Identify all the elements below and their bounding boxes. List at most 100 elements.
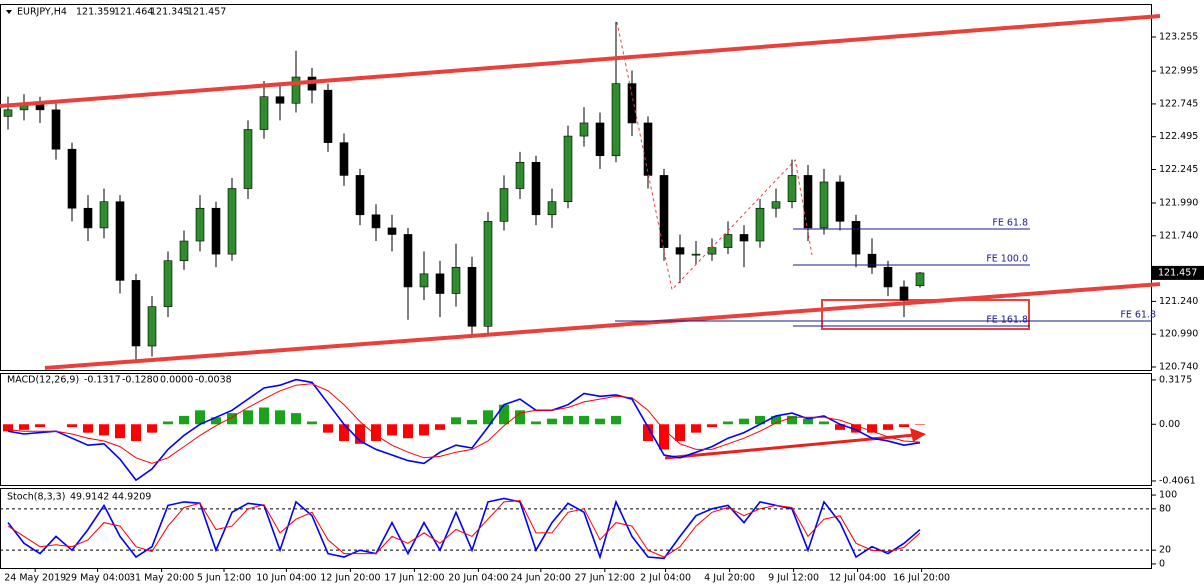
candle-body — [723, 234, 733, 248]
y-tick-label: 120.990 — [1159, 329, 1198, 340]
x-tick-label: 24 Jun 20:00 — [511, 573, 571, 584]
macd-bar — [899, 424, 909, 428]
candle-body — [291, 76, 301, 104]
candle-body — [371, 214, 381, 229]
zigzag — [616, 21, 813, 291]
candle-body — [67, 148, 77, 209]
candle-body — [739, 234, 749, 242]
candle-body — [643, 122, 653, 176]
candle-body — [467, 266, 477, 327]
fibo-label: FE 61.8 — [1120, 310, 1156, 321]
macd-bar — [467, 420, 477, 425]
macd-bar — [259, 407, 269, 425]
indicator-line — [7, 378, 921, 482]
y-tick-label: 80 — [1159, 503, 1171, 514]
macd-bar — [483, 410, 493, 425]
candle-body — [211, 207, 221, 255]
macd-bar — [195, 410, 205, 425]
candle-body — [867, 253, 877, 268]
price-panel — [0, 4, 1152, 371]
macd-panel — [0, 373, 1152, 486]
candle-body — [563, 135, 573, 202]
candle-body — [339, 142, 349, 176]
x-tick-label: 12 Jul 04:00 — [829, 573, 886, 584]
x-tick-label: 27 Jun 12:00 — [575, 573, 635, 584]
macd-bar — [803, 418, 813, 425]
indicator-line — [7, 500, 921, 558]
candle-body — [259, 96, 269, 130]
macd-bar — [755, 415, 765, 425]
channel-line — [0, 14, 1161, 109]
y-tick-label: 121.240 — [1159, 296, 1198, 307]
ohlc-high: 121.464 — [114, 7, 153, 18]
macd-bar — [3, 424, 13, 432]
y-tick-label: 0 — [1159, 558, 1165, 569]
macd-bar — [499, 404, 509, 425]
candle-body — [755, 207, 765, 242]
candle-body — [387, 227, 397, 235]
macd-bar — [387, 424, 397, 436]
candle-body — [403, 234, 413, 288]
macd-bar — [419, 424, 429, 436]
candle-body — [483, 221, 493, 327]
x-tick-label: 10 Jun 04:00 — [256, 573, 316, 584]
candle-body — [819, 181, 829, 229]
y-tick-label: 120.740 — [1159, 361, 1198, 372]
symbol-title: EURJPY,H4 — [17, 7, 67, 18]
candle-body — [195, 207, 205, 242]
macd-bar — [355, 424, 365, 444]
candle-body — [115, 201, 125, 281]
macd-bar — [243, 410, 253, 425]
ohlc-open: 121.359 — [76, 7, 115, 18]
candle-body — [227, 188, 237, 255]
y-tick-label: 122.745 — [1159, 98, 1198, 109]
fibo-label: FE 100.0 — [986, 254, 1028, 265]
macd-bar — [19, 424, 29, 430]
x-tick-label: 29 May 04:00 — [65, 573, 130, 584]
macd-readout: -0.1280 — [122, 375, 159, 386]
candle-body — [611, 83, 621, 157]
ohlc-low: 121.345 — [150, 7, 189, 18]
macd-bar — [115, 424, 125, 439]
candle-body — [675, 247, 685, 255]
candle-body — [787, 175, 797, 202]
candle-body — [691, 253, 701, 256]
stoch-panel — [0, 488, 1152, 569]
candle-body — [147, 306, 157, 347]
candle-body — [915, 272, 925, 287]
candle-body — [659, 175, 669, 248]
macd-bar — [131, 424, 141, 442]
macd-bar — [515, 410, 525, 425]
macd-bar — [579, 415, 589, 425]
y-tick-label: 122.495 — [1159, 131, 1198, 142]
candle-body — [835, 181, 845, 222]
candle-body — [771, 201, 781, 209]
arrow-head — [910, 428, 926, 442]
y-tick-label: 0.3175 — [1159, 374, 1192, 385]
y-tick-label: 20 — [1159, 545, 1171, 556]
macd-bar — [531, 421, 541, 425]
macd-readout: 0.0000 — [160, 375, 193, 386]
y-tick-label: 121.990 — [1159, 197, 1198, 208]
x-tick-label: 31 May 20:00 — [129, 573, 194, 584]
candle-body — [99, 201, 109, 229]
macd-bar — [83, 424, 93, 433]
y-tick-label: 122.245 — [1159, 164, 1198, 175]
macd-readout: -0.0038 — [195, 375, 232, 386]
y-tick-label: 100 — [1159, 490, 1177, 501]
fibo-label: FE 161.8 — [986, 315, 1028, 326]
candle-body — [803, 175, 813, 229]
candle-body — [499, 188, 509, 222]
macd-bar — [339, 424, 349, 442]
macd-bar — [323, 424, 333, 433]
macd-bar — [787, 415, 797, 425]
candle-body — [3, 109, 13, 117]
macd-bar — [291, 413, 301, 425]
x-tick-label: 16 Jul 20:00 — [893, 573, 950, 584]
x-tick-label: 2 Jul 04:00 — [640, 573, 691, 584]
candle-body — [531, 162, 541, 216]
candle-body — [419, 273, 429, 288]
channel-line — [44, 282, 1161, 371]
macd-bar — [371, 424, 381, 442]
candle-body — [451, 266, 461, 294]
